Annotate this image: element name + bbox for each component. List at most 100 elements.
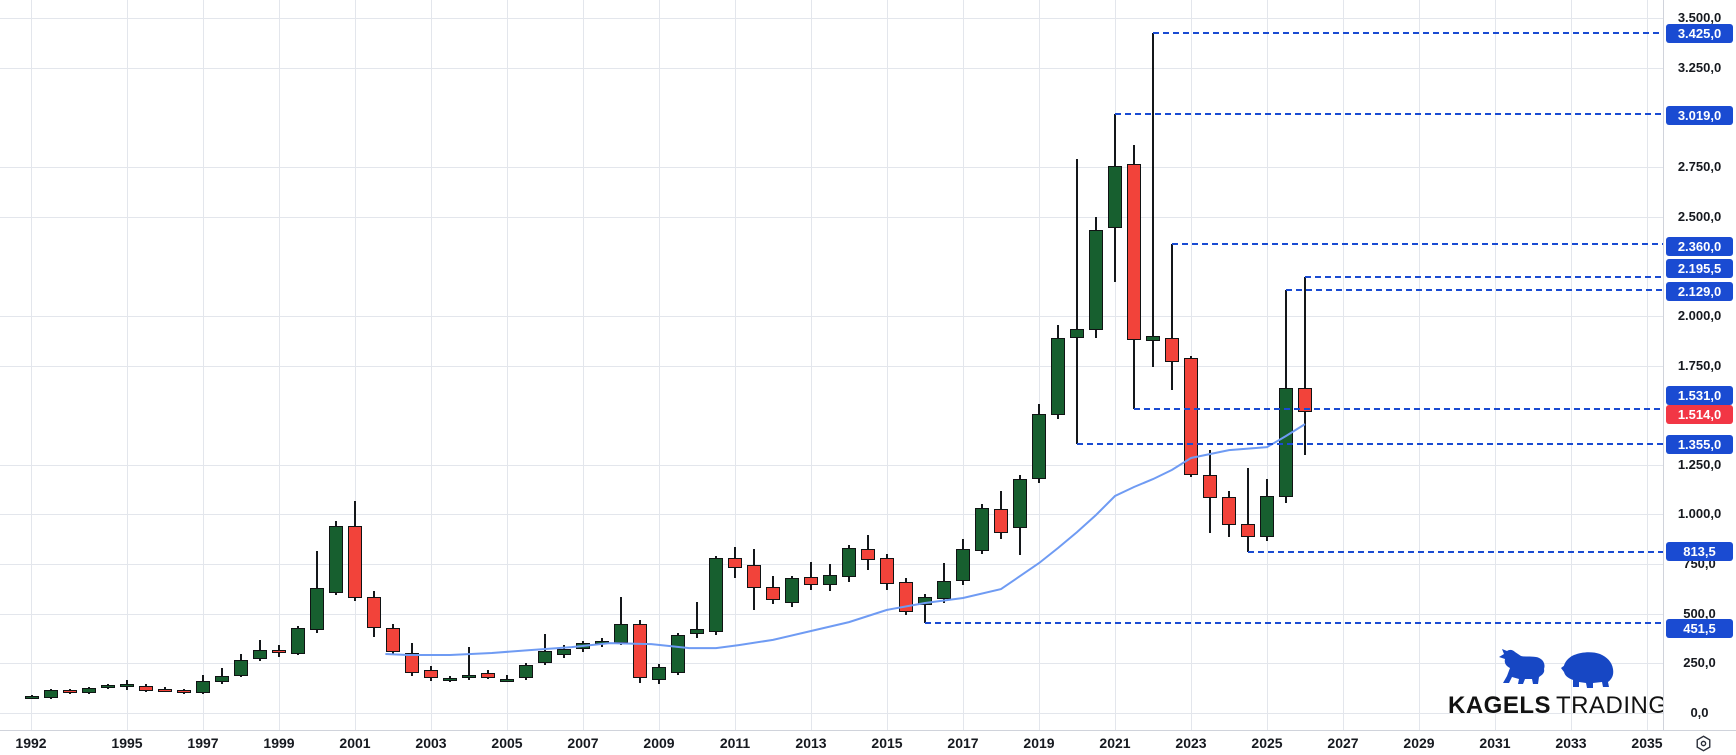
candle[interactable] (519, 664, 533, 678)
time-axis-label: 1999 (263, 735, 295, 751)
candle[interactable] (1241, 524, 1255, 538)
candle[interactable] (500, 679, 514, 682)
vertical-gridline (887, 0, 888, 730)
candle[interactable] (785, 578, 799, 603)
price-axis[interactable]: 3.500,0 3.250,0 2.750,0 2.500,0 2.000,0 1.750… (1663, 0, 1736, 755)
horizontal-gridline (0, 18, 1663, 19)
candle[interactable] (63, 690, 77, 693)
price-level-badge: 451,5 (1666, 619, 1733, 638)
logo-text-bold: KAGELS (1448, 692, 1552, 719)
horizontal-gridline (0, 216, 1663, 218)
price-axis-label: 3.250,0 (1677, 59, 1722, 75)
time-axis[interactable]: 1992 1995 1997 1999 2001 2003 2005 2007 2009 2011… (0, 730, 1736, 755)
candle[interactable] (690, 629, 704, 634)
vertical-gridline (583, 0, 584, 730)
candle[interactable] (120, 684, 134, 687)
candle[interactable] (481, 673, 495, 679)
candle[interactable] (975, 508, 989, 551)
axis-settings-gear-icon[interactable] (1695, 735, 1712, 752)
time-axis-label: 2025 (1251, 735, 1283, 751)
candle[interactable] (1203, 474, 1217, 498)
candle[interactable] (937, 581, 951, 600)
candle[interactable] (709, 557, 723, 632)
time-axis-label: 1995 (111, 735, 143, 751)
candle[interactable] (443, 678, 457, 682)
price-axis-label: 3.500,0 (1677, 10, 1722, 25)
vertical-gridline (279, 0, 280, 730)
candle[interactable] (728, 557, 742, 568)
candle[interactable] (1032, 414, 1046, 480)
candle[interactable] (177, 690, 191, 693)
bull-icon (1498, 649, 1545, 684)
candle[interactable] (139, 686, 153, 691)
candle[interactable] (538, 651, 552, 663)
price-level-badge: 2.129,0 (1666, 282, 1733, 301)
candle[interactable] (1260, 496, 1274, 538)
candle[interactable] (386, 628, 400, 652)
horizontal-gridline (0, 713, 1663, 714)
candle[interactable] (595, 641, 609, 645)
candle[interactable] (462, 675, 476, 679)
logo-text-light: TRADING (1556, 692, 1663, 719)
candle[interactable] (766, 586, 780, 600)
candle[interactable] (823, 575, 837, 585)
candle[interactable] (918, 597, 932, 605)
candle[interactable] (25, 695, 39, 699)
candle[interactable] (196, 681, 210, 693)
price-level-badge: 3.425,0 (1666, 24, 1733, 43)
candle[interactable] (1165, 338, 1179, 362)
candle[interactable] (310, 587, 324, 630)
vertical-gridline (1343, 0, 1344, 730)
candle[interactable] (82, 688, 96, 693)
candle[interactable] (576, 643, 590, 650)
candlestick-chart-canvas[interactable]: KAGELS TRADING (0, 0, 1663, 730)
candle[interactable] (804, 577, 818, 585)
candle[interactable] (557, 649, 571, 656)
candle[interactable] (405, 653, 419, 674)
candle[interactable] (652, 666, 666, 680)
candle[interactable] (842, 548, 856, 577)
candle[interactable] (1108, 165, 1122, 229)
candle[interactable] (1222, 497, 1236, 525)
candle[interactable] (1184, 358, 1198, 475)
price-axis-label: 2.500,0 (1677, 208, 1722, 224)
candle[interactable] (253, 650, 267, 659)
candle[interactable] (1051, 338, 1065, 415)
vertical-gridline (659, 0, 660, 730)
candle[interactable] (234, 660, 248, 677)
candle[interactable] (1013, 479, 1027, 529)
candle[interactable] (1089, 230, 1103, 330)
candle[interactable] (1070, 329, 1084, 339)
horizontal-gridline (0, 564, 1663, 566)
time-axis-label: 2009 (643, 735, 675, 751)
candle[interactable] (671, 635, 685, 674)
candle[interactable] (44, 690, 58, 698)
candle[interactable] (1298, 387, 1312, 413)
candle[interactable] (291, 628, 305, 654)
candle[interactable] (1146, 336, 1160, 342)
price-level-line (1153, 31, 1663, 34)
candle[interactable] (899, 581, 913, 613)
candle[interactable] (861, 549, 875, 561)
candle[interactable] (215, 676, 229, 683)
candle[interactable] (614, 624, 628, 644)
candle-wick (1076, 159, 1078, 444)
candle[interactable] (1127, 164, 1141, 341)
candle[interactable] (158, 688, 172, 692)
candle[interactable] (994, 509, 1008, 534)
candle[interactable] (424, 670, 438, 678)
candle[interactable] (880, 558, 894, 584)
candle[interactable] (101, 685, 115, 688)
candle[interactable] (747, 565, 761, 588)
price-axis-label: 2.750,0 (1677, 158, 1722, 174)
candle[interactable] (348, 525, 362, 598)
price-level-line (1305, 276, 1663, 278)
candle[interactable] (272, 650, 286, 654)
vertical-gridline (203, 0, 204, 730)
candle[interactable] (367, 597, 381, 628)
candle[interactable] (633, 624, 647, 678)
price-level-badge: 1.531,0 (1666, 386, 1733, 405)
candle[interactable] (956, 549, 970, 581)
candle[interactable] (329, 525, 343, 593)
